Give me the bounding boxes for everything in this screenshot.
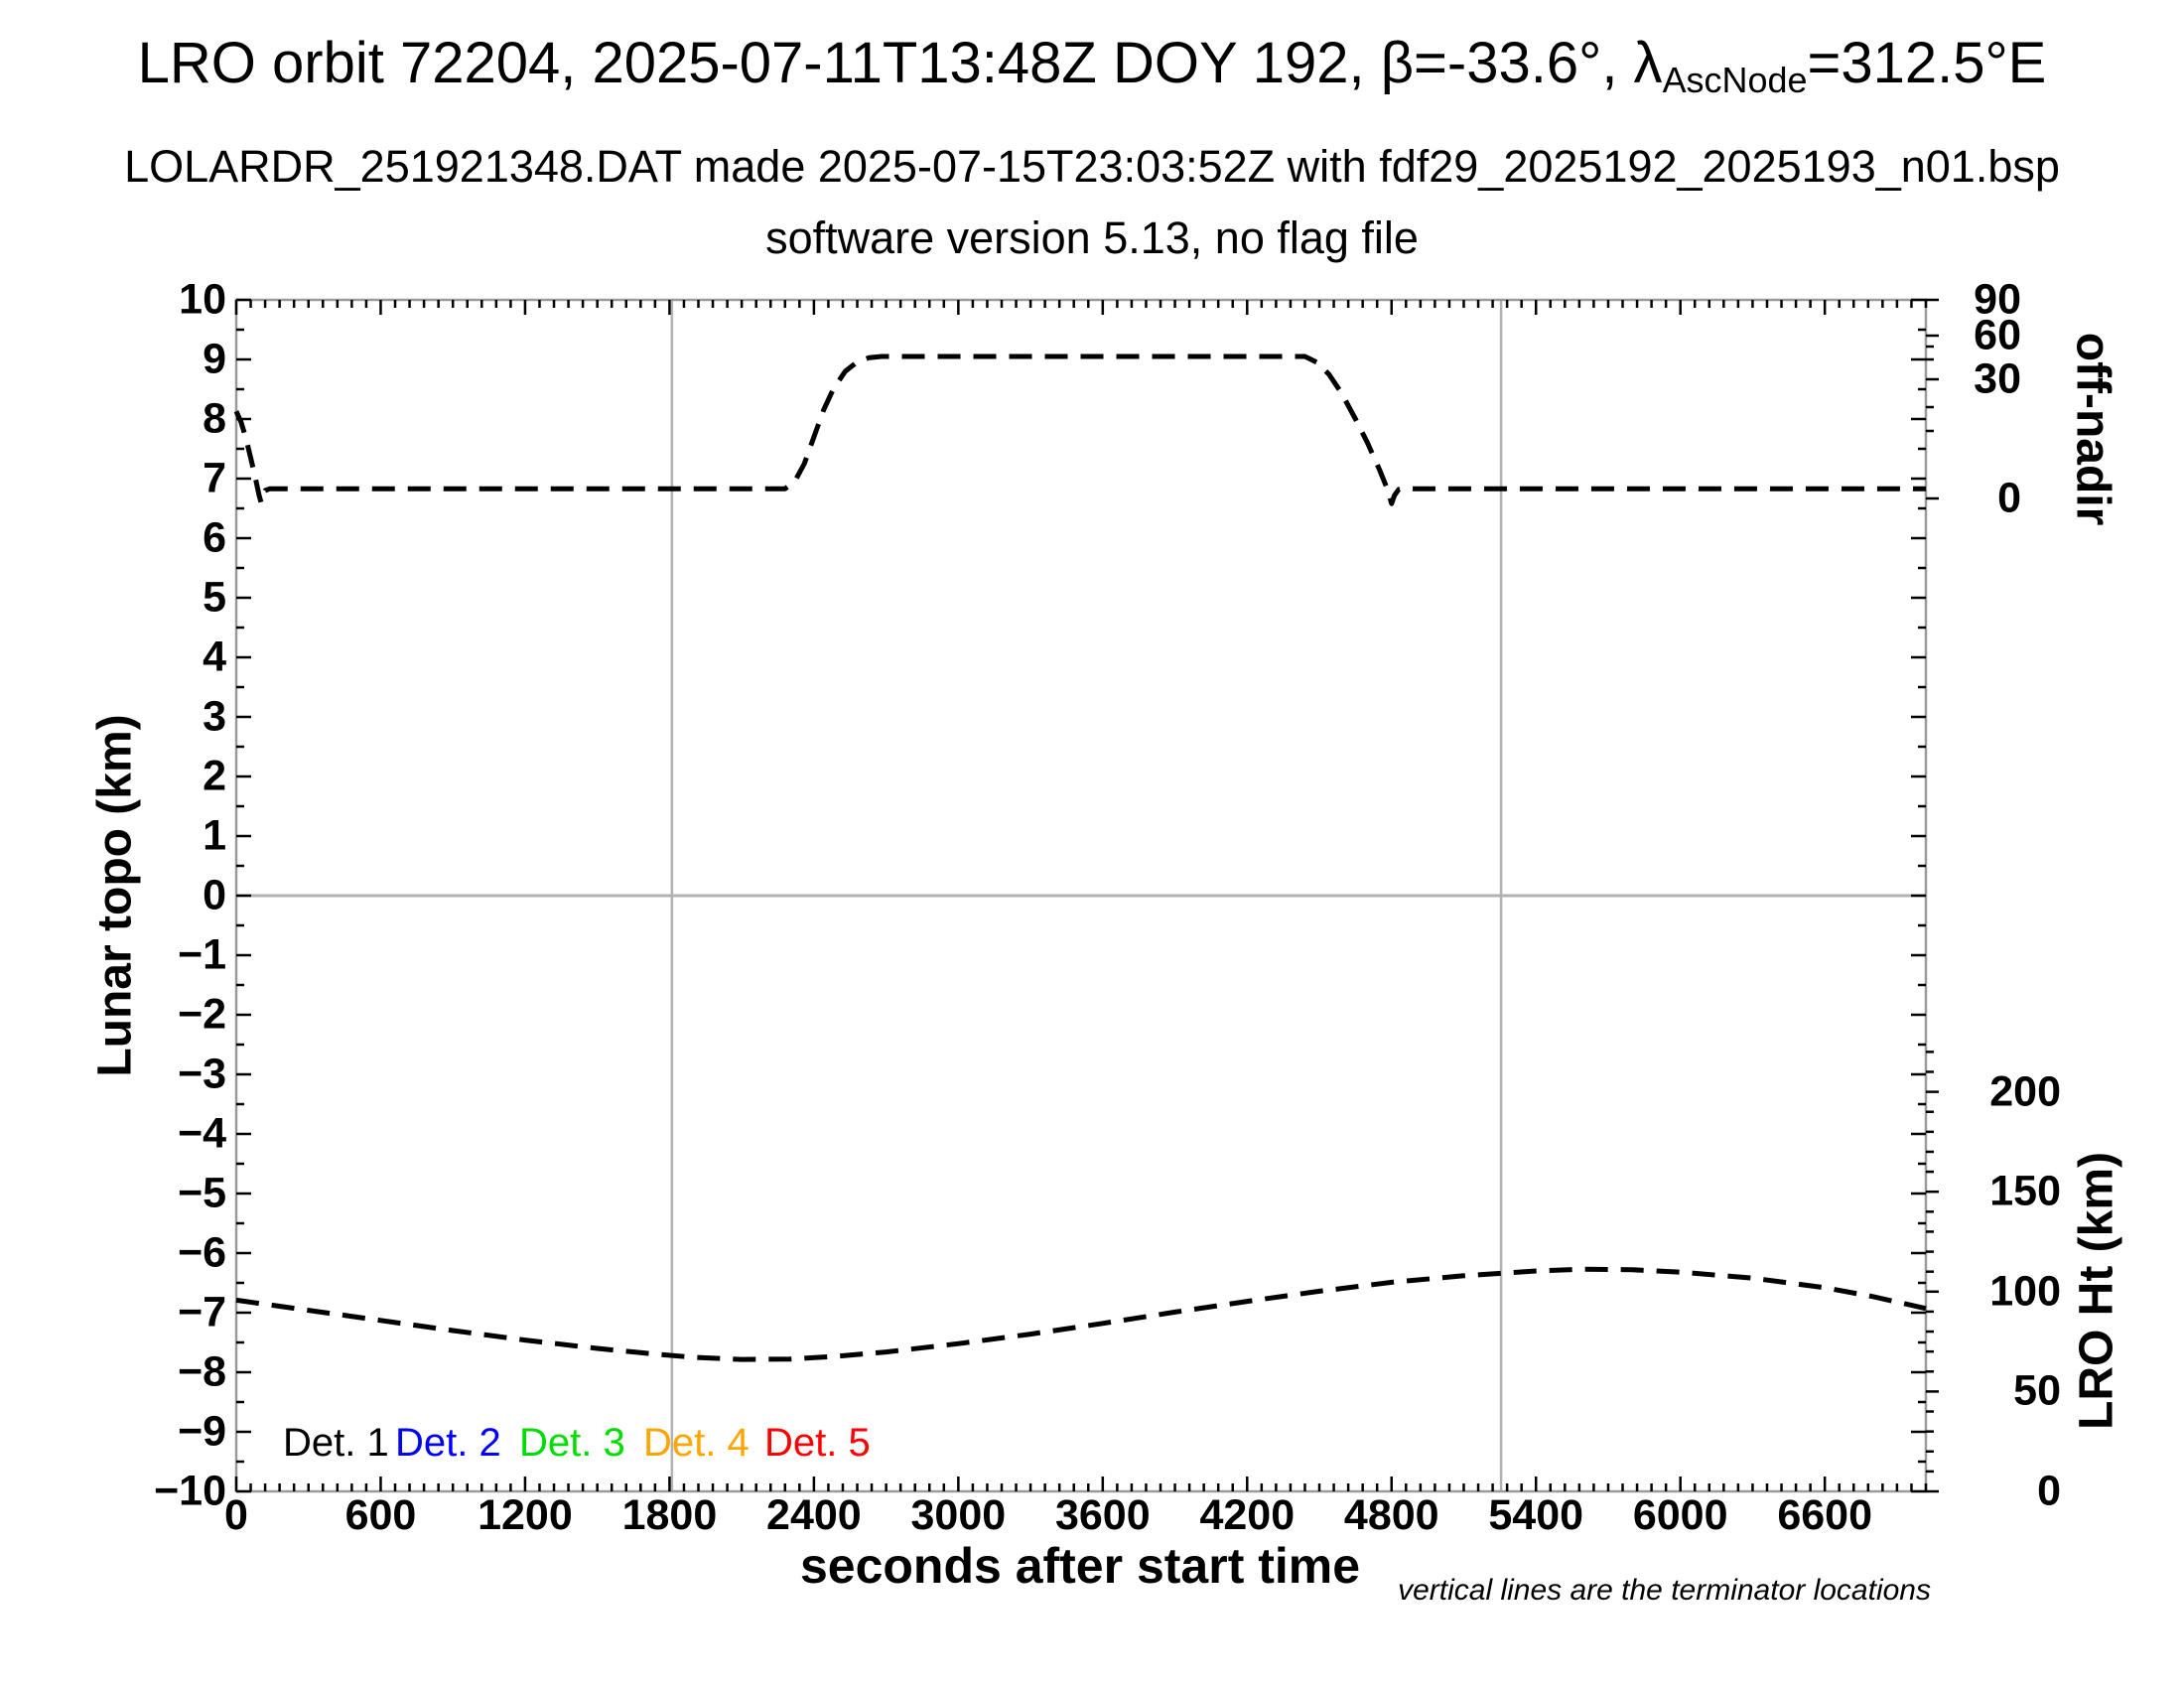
legend-det-5: Det. 5 <box>764 1421 871 1465</box>
x-tick-label: 3000 <box>910 1491 1007 1539</box>
legend-det-1: Det. 1 <box>283 1421 389 1465</box>
reference-lines <box>236 300 1926 1491</box>
legend-det-2: Det. 2 <box>395 1421 501 1465</box>
lro-ht-axis-ticks <box>1926 1051 1939 1493</box>
y-tick-label: −3 <box>177 1050 226 1098</box>
lro-ht-tick-label: 50 <box>2013 1366 2061 1415</box>
y-tick-label: 8 <box>203 394 226 443</box>
title-text: LRO orbit 72204, 2025-07-11T13:48Z DOY 1… <box>137 31 1663 95</box>
y-tick-label: −7 <box>177 1288 226 1336</box>
lro-ht-tick-label: 150 <box>1989 1167 2061 1215</box>
lro-ht-tick-label: 200 <box>1989 1067 2061 1116</box>
subtitle-version-line: software version 5.13, no flag file <box>765 212 1419 263</box>
x-tick-label: 6000 <box>1632 1491 1728 1539</box>
y-axis-ticks <box>236 298 1926 1493</box>
offnadir-tick-label: 30 <box>1974 354 2021 403</box>
x-tick-label: 0 <box>224 1491 248 1539</box>
title-subscript: AscNode <box>1662 60 1808 101</box>
legend-det-4: Det. 4 <box>643 1421 750 1465</box>
lro-height-curve <box>235 1266 1927 1362</box>
y-tick-label: −8 <box>177 1347 226 1396</box>
subtitle-file-line: LOLARDR_251921348.DAT made 2025-07-15T23… <box>124 141 2060 192</box>
off-nadir-curve <box>233 353 1926 506</box>
y-tick-label: −6 <box>177 1228 226 1277</box>
offnadir-tick-label: 0 <box>1997 474 2021 522</box>
x-tick-label: 1200 <box>478 1491 573 1539</box>
x-tick-label: 1800 <box>621 1491 718 1539</box>
y-tick-label: 10 <box>179 275 226 324</box>
x-tick-label: 5400 <box>1488 1491 1584 1539</box>
lro-height-axis-title: LRO Ht (km) <box>2070 1152 2123 1430</box>
y-tick-label: 0 <box>203 871 226 919</box>
page-title: LRO orbit 72204, 2025-07-11T13:48Z DOY 1… <box>0 30 2184 101</box>
y-tick-label: 9 <box>203 335 226 383</box>
y-tick-label: −4 <box>177 1109 226 1158</box>
y-tick-label: 4 <box>203 633 226 681</box>
x-tick-label: 4800 <box>1343 1491 1439 1539</box>
y-tick-label: −2 <box>177 990 226 1039</box>
x-axis-ticks <box>234 300 1928 1491</box>
terminator-note: vertical lines are the terminator locati… <box>1398 1574 1931 1607</box>
y-tick-label: 3 <box>203 692 226 741</box>
y-tick-label: 2 <box>203 752 226 800</box>
legend-det-3: Det. 3 <box>519 1421 625 1465</box>
x-tick-label: 2400 <box>766 1491 862 1539</box>
x-tick-label: 6600 <box>1777 1491 1872 1539</box>
x-axis-title: seconds after start time <box>799 1538 1361 1594</box>
y-tick-label: 7 <box>203 454 226 502</box>
x-tick-label: 600 <box>344 1491 417 1539</box>
y-tick-label: −9 <box>177 1407 226 1456</box>
x-tick-label: 3600 <box>1054 1491 1151 1539</box>
y-tick-label: −1 <box>177 930 226 979</box>
lro-ht-tick-label: 0 <box>2037 1467 2061 1515</box>
y-tick-label: 5 <box>203 573 226 622</box>
x-tick-label: 4200 <box>1199 1491 1296 1539</box>
y-tick-label: −10 <box>154 1467 226 1515</box>
offnadir-axis-title: off-nadir <box>2066 332 2119 526</box>
offnadir-tick-label: 60 <box>1974 311 2021 359</box>
lro-ht-tick-label: 100 <box>1989 1267 2061 1316</box>
y-axis-title: Lunar topo (km) <box>88 714 142 1077</box>
offnadir-axis-ticks <box>1926 298 1939 500</box>
title-suffix: =312.5°E <box>1807 31 2047 95</box>
y-tick-label: 6 <box>203 513 226 562</box>
y-tick-label: −5 <box>177 1169 226 1217</box>
offnadir-tick-label: 90 <box>1974 275 2021 324</box>
y-tick-label: 1 <box>203 811 226 860</box>
